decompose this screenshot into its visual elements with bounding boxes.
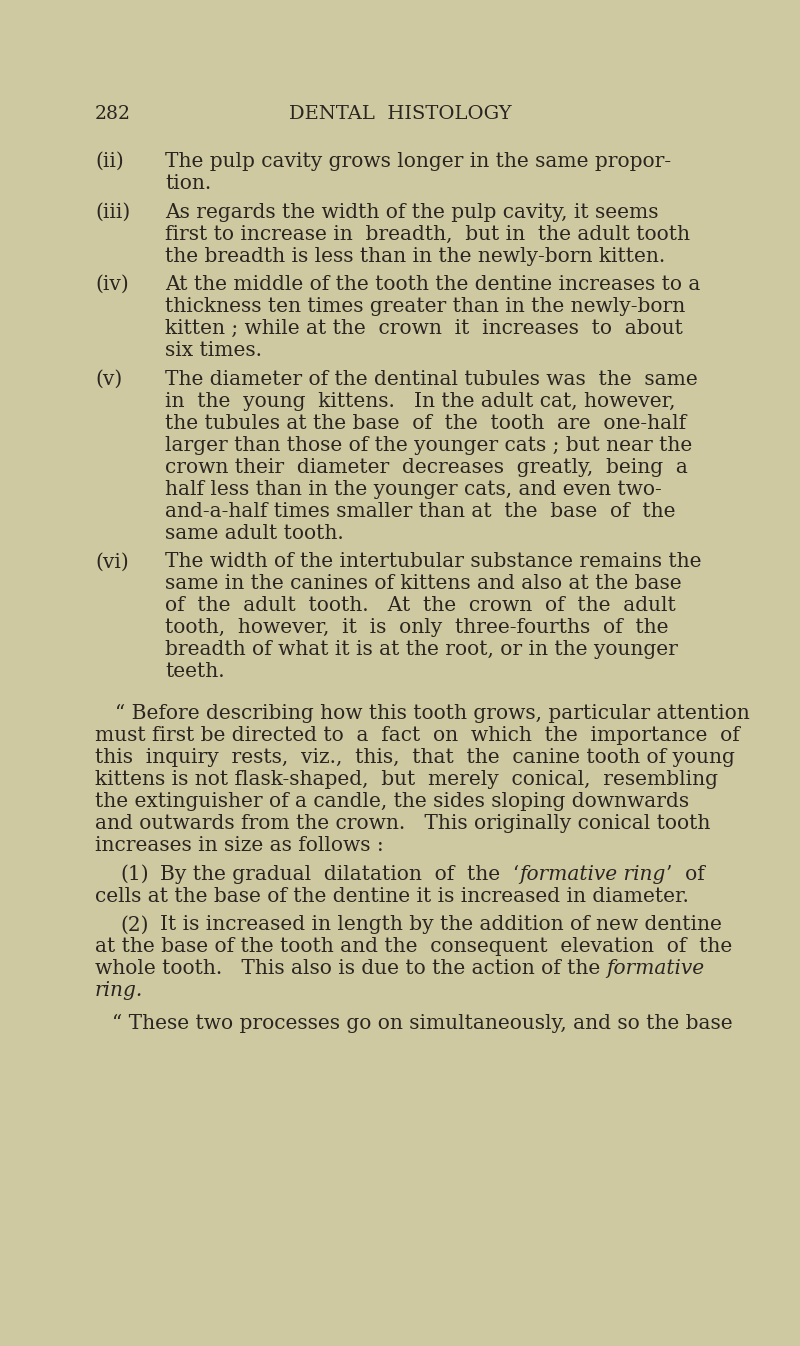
Text: ’  of: ’ of bbox=[666, 864, 704, 884]
Text: formative: formative bbox=[606, 960, 705, 979]
Text: (vi): (vi) bbox=[95, 552, 129, 572]
Text: cells at the base of the dentine it is increased in diameter.: cells at the base of the dentine it is i… bbox=[95, 887, 689, 906]
Text: (iii): (iii) bbox=[95, 203, 130, 222]
Text: (iv): (iv) bbox=[95, 275, 129, 295]
Text: tion.: tion. bbox=[165, 174, 211, 192]
Text: kittens is not flask-shaped,  but  merely  conical,  resembling: kittens is not flask-shaped, but merely … bbox=[95, 770, 718, 789]
Text: The diameter of the dentinal tubules was  the  same: The diameter of the dentinal tubules was… bbox=[165, 370, 698, 389]
Text: 282: 282 bbox=[95, 105, 131, 122]
Text: (ii): (ii) bbox=[95, 152, 124, 171]
Text: increases in size as follows :: increases in size as follows : bbox=[95, 836, 384, 855]
Text: It is increased in length by the addition of new dentine: It is increased in length by the additio… bbox=[160, 915, 722, 934]
Text: of  the  adult  tooth.   At  the  crown  of  the  adult: of the adult tooth. At the crown of the … bbox=[165, 596, 676, 615]
Text: six times.: six times. bbox=[165, 341, 262, 361]
Text: and outwards from the crown.   This originally conical tooth: and outwards from the crown. This origin… bbox=[95, 814, 710, 833]
Text: and-a-half times smaller than at  the  base  of  the: and-a-half times smaller than at the bas… bbox=[165, 502, 675, 521]
Text: the extinguisher of a candle, the sides sloping downwards: the extinguisher of a candle, the sides … bbox=[95, 793, 689, 812]
Text: “ These two processes go on simultaneously, and so the base: “ These two processes go on simultaneous… bbox=[112, 1015, 733, 1034]
Text: thickness ten times greater than in the newly-born: thickness ten times greater than in the … bbox=[165, 297, 686, 316]
Text: the breadth is less than in the newly-born kitten.: the breadth is less than in the newly-bo… bbox=[165, 246, 666, 265]
Text: the tubules at the base  of  the  tooth  are  one-half: the tubules at the base of the tooth are… bbox=[165, 413, 686, 433]
Text: The width of the intertubular substance remains the: The width of the intertubular substance … bbox=[165, 552, 702, 572]
Text: (2): (2) bbox=[120, 915, 149, 934]
Text: kitten ; while at the  crown  it  increases  to  about: kitten ; while at the crown it increases… bbox=[165, 319, 683, 338]
Text: By the gradual  dilatation  of  the  ‘: By the gradual dilatation of the ‘ bbox=[160, 864, 519, 884]
Text: crown their  diameter  decreases  greatly,  being  a: crown their diameter decreases greatly, … bbox=[165, 458, 688, 476]
Text: must first be directed to  a  fact  on  which  the  importance  of: must first be directed to a fact on whic… bbox=[95, 727, 740, 746]
Text: in  the  young  kittens.   In the adult cat, however,: in the young kittens. In the adult cat, … bbox=[165, 392, 675, 411]
Text: “ Before describing how this tooth grows, particular attention: “ Before describing how this tooth grows… bbox=[115, 704, 750, 723]
Text: half less than in the younger cats, and even two-: half less than in the younger cats, and … bbox=[165, 479, 662, 499]
Text: first to increase in  breadth,  but in  the adult tooth: first to increase in breadth, but in the… bbox=[165, 225, 690, 244]
Text: same adult tooth.: same adult tooth. bbox=[165, 524, 344, 542]
Text: The pulp cavity grows longer in the same propor-: The pulp cavity grows longer in the same… bbox=[165, 152, 671, 171]
Text: At the middle of the tooth the dentine increases to a: At the middle of the tooth the dentine i… bbox=[165, 275, 700, 295]
Text: this  inquiry  rests,  viz.,  this,  that  the  canine tooth of young: this inquiry rests, viz., this, that the… bbox=[95, 748, 735, 767]
Text: formative ring: formative ring bbox=[519, 864, 666, 884]
Text: whole tooth.   This also is due to the action of the: whole tooth. This also is due to the act… bbox=[95, 960, 606, 979]
Text: As regards the width of the pulp cavity, it seems: As regards the width of the pulp cavity,… bbox=[165, 203, 658, 222]
Text: DENTAL  HISTOLOGY: DENTAL HISTOLOGY bbox=[289, 105, 511, 122]
Text: at the base of the tooth and the  consequent  elevation  of  the: at the base of the tooth and the consequ… bbox=[95, 937, 732, 957]
Text: larger than those of the younger cats ; but near the: larger than those of the younger cats ; … bbox=[165, 436, 692, 455]
Text: teeth.: teeth. bbox=[165, 662, 225, 681]
Text: (1): (1) bbox=[120, 864, 149, 884]
Text: same in the canines of kittens and also at the base: same in the canines of kittens and also … bbox=[165, 575, 682, 594]
Text: tooth,  however,  it  is  only  three-fourths  of  the: tooth, however, it is only three-fourths… bbox=[165, 618, 669, 638]
Text: (v): (v) bbox=[95, 370, 122, 389]
Text: breadth of what it is at the root, or in the younger: breadth of what it is at the root, or in… bbox=[165, 641, 678, 660]
Text: ring.: ring. bbox=[95, 981, 143, 1000]
